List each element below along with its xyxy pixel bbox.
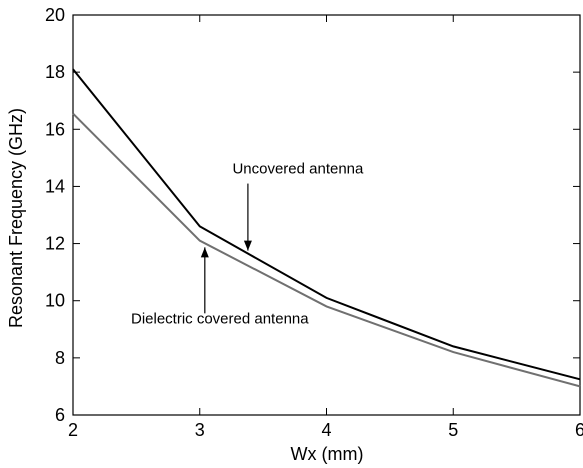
y-tick-label: 10 — [45, 291, 65, 311]
series-line-2 — [73, 114, 580, 387]
y-tick-label: 20 — [45, 5, 65, 25]
y-tick-label: 12 — [45, 234, 65, 254]
y-tick-label: 18 — [45, 62, 65, 82]
annotation-label: Uncovered antenna — [232, 161, 364, 178]
x-axis-label: Wx (mm) — [291, 444, 364, 464]
y-axis-ticks: 6 8 10 12 14 16 18 20 — [45, 5, 580, 425]
y-axis-label: Resonant Frequency (GHz) — [6, 108, 26, 328]
annotation-arrow-head — [201, 247, 209, 257]
y-tick-label: 14 — [45, 176, 65, 196]
x-tick-label: 2 — [68, 420, 78, 440]
y-tick-label: 16 — [45, 119, 65, 139]
y-tick-label: 8 — [55, 348, 65, 368]
x-tick-label: 6 — [575, 420, 583, 440]
x-tick-label: 5 — [448, 420, 458, 440]
plot-border — [73, 15, 580, 415]
x-tick-label: 4 — [321, 420, 331, 440]
series-line-1 — [73, 69, 580, 379]
x-tick-label: 3 — [195, 420, 205, 440]
annotation-label: Dielectric covered antenna — [131, 310, 309, 327]
series-layer — [73, 69, 580, 386]
y-tick-label: 6 — [55, 405, 65, 425]
annotation-arrow-head — [244, 241, 252, 251]
x-axis-ticks: 2 3 4 5 6 — [68, 15, 583, 440]
plot-frame — [73, 15, 580, 415]
